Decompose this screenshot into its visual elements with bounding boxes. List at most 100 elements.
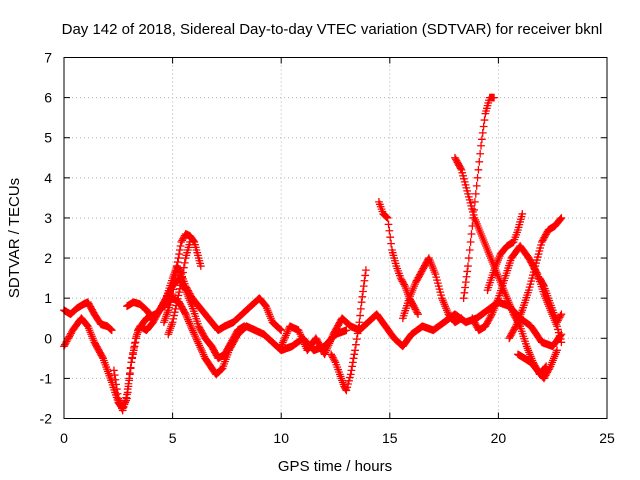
- track-marker: [361, 271, 370, 280]
- y-axis-label: SDTVAR / TECUs: [6, 178, 23, 298]
- track-marker: [434, 279, 442, 287]
- track-marker: [349, 354, 358, 363]
- track-marker: [467, 230, 476, 238]
- data-point: [110, 366, 118, 375]
- track-marker: [335, 368, 343, 376]
- track-marker: [239, 322, 248, 331]
- track-marker: [475, 157, 484, 166]
- track-marker: [113, 385, 121, 393]
- track-marker: [175, 250, 183, 258]
- track-marker: [172, 301, 181, 310]
- y-tick-labels: -2 -1 0 1 2 3 4 5 6 7: [40, 50, 53, 427]
- track-marker: [465, 254, 473, 262]
- track-marker: [352, 340, 360, 349]
- track-marker: [530, 265, 539, 273]
- x-tick-label: 5: [169, 430, 177, 446]
- track-marker: [110, 371, 119, 379]
- y-tick-label: -2: [40, 411, 53, 427]
- track-marker: [478, 135, 486, 144]
- data-point: [127, 358, 136, 367]
- track-marker: [384, 220, 393, 229]
- track-marker: [175, 267, 184, 276]
- track-marker: [500, 276, 508, 285]
- track-marker: [493, 296, 502, 305]
- track-marker: [538, 279, 547, 288]
- track-marker: [527, 277, 536, 285]
- track-marker: [189, 237, 198, 245]
- track-marker: [169, 285, 178, 294]
- y-tick-label: 3: [44, 210, 52, 226]
- y-tick-label: 4: [44, 170, 52, 186]
- track-marker: [556, 215, 565, 223]
- track-marker: [473, 173, 482, 182]
- track-marker: [517, 308, 526, 317]
- track-marker: [502, 292, 511, 301]
- data-point: [531, 262, 540, 270]
- series-track-17: [535, 274, 566, 327]
- data-point: [355, 318, 364, 327]
- series-track-15: [505, 214, 566, 343]
- track-marker: [391, 259, 400, 268]
- track-marker: [175, 284, 184, 293]
- track-marker: [124, 379, 133, 388]
- track-marker: [194, 251, 202, 260]
- series-track-13: [468, 242, 566, 347]
- track-marker: [105, 324, 114, 333]
- track-marker: [552, 348, 561, 357]
- track-marker: [480, 116, 489, 124]
- track-marker: [178, 273, 187, 282]
- track-marker: [111, 375, 120, 384]
- track-marker: [533, 253, 542, 261]
- track-marker: [176, 242, 185, 250]
- track-marker: [525, 283, 534, 291]
- data-point: [459, 294, 468, 303]
- track-marker: [382, 212, 391, 221]
- track-marker: [471, 198, 479, 206]
- track-marker: [554, 325, 562, 334]
- series-track-6: [164, 238, 194, 339]
- track-marker: [432, 273, 441, 281]
- track-marker: [555, 216, 564, 224]
- track-marker: [532, 259, 540, 267]
- series-track-12: [459, 93, 498, 303]
- track-marker: [434, 282, 443, 290]
- track-marker: [513, 228, 521, 237]
- track-marker: [523, 251, 531, 260]
- track-marker: [129, 348, 137, 357]
- data-point: [177, 278, 186, 286]
- data-point: [472, 182, 481, 190]
- track-marker: [517, 212, 526, 221]
- track-marker: [356, 311, 364, 320]
- x-tick-label: 20: [491, 430, 507, 446]
- y-tick-label: 7: [44, 50, 52, 66]
- track-marker: [470, 206, 478, 214]
- track-marker: [547, 303, 556, 312]
- track-marker: [97, 351, 106, 360]
- track-marker: [383, 213, 391, 222]
- track-marker: [395, 271, 404, 280]
- track-marker: [528, 274, 536, 282]
- track-marker: [430, 268, 439, 276]
- data-point: [173, 262, 181, 270]
- track-marker: [387, 239, 395, 248]
- y-tick-label: 6: [44, 90, 52, 106]
- track-marker: [555, 332, 564, 340]
- y-tick-label: -1: [40, 370, 53, 386]
- track-marker: [385, 226, 394, 235]
- track-marker: [556, 335, 565, 343]
- track-marker: [122, 393, 130, 402]
- track-marker: [349, 358, 357, 367]
- track-marker: [360, 276, 369, 285]
- y-tick-label: 0: [44, 330, 52, 346]
- track-marker: [466, 238, 475, 246]
- track-marker: [171, 271, 180, 280]
- track-marker: [433, 276, 441, 284]
- data-point: [557, 338, 566, 347]
- track-marker: [533, 256, 541, 264]
- track-marker: [482, 244, 491, 252]
- track-marker: [347, 366, 356, 375]
- track-marker: [489, 93, 498, 102]
- track-marker: [461, 181, 470, 189]
- track-marker: [456, 164, 465, 173]
